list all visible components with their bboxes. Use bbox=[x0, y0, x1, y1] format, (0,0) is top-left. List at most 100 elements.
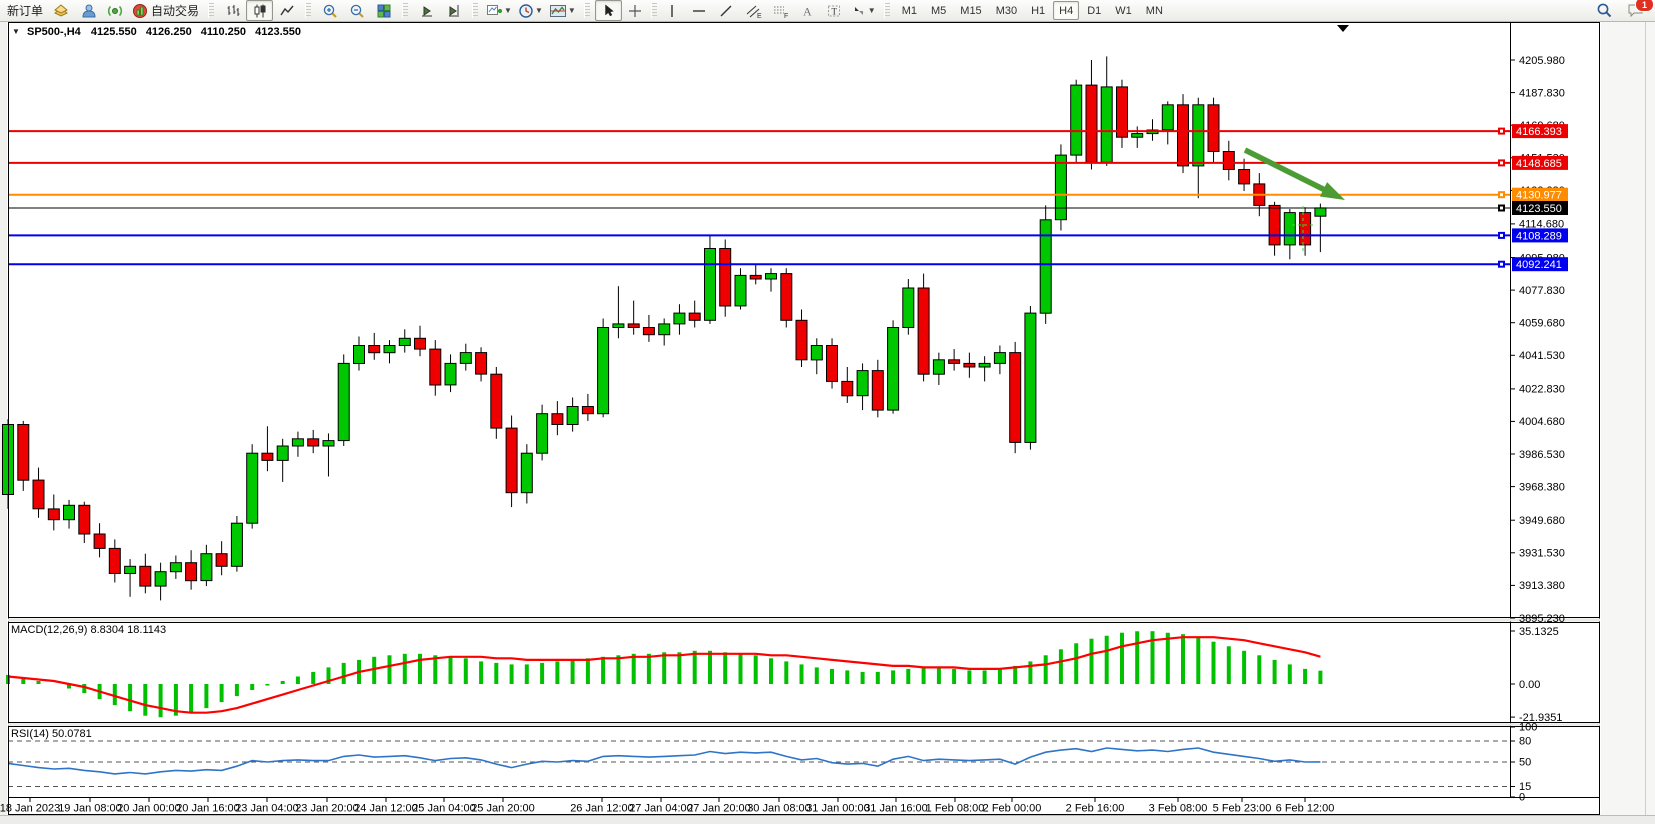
svg-text:25 Jan 20:00: 25 Jan 20:00 bbox=[471, 803, 535, 815]
horizontal-line-button[interactable] bbox=[686, 0, 713, 21]
chat-button[interactable]: 1 bbox=[1622, 0, 1654, 21]
svg-text:23 Jan 20:00: 23 Jan 20:00 bbox=[295, 803, 359, 815]
crosshair-button[interactable] bbox=[622, 0, 649, 21]
search-button[interactable] bbox=[1591, 0, 1618, 21]
svg-text:35.1325: 35.1325 bbox=[1519, 626, 1559, 638]
svg-text:4187.830: 4187.830 bbox=[1519, 87, 1565, 99]
svg-text:3986.530: 3986.530 bbox=[1519, 449, 1565, 461]
signals-button[interactable] bbox=[101, 0, 128, 21]
svg-text:80: 80 bbox=[1519, 736, 1531, 748]
timeframe-mn[interactable]: MN bbox=[1145, 4, 1163, 17]
svg-text:100: 100 bbox=[1519, 722, 1537, 734]
svg-text:0.00: 0.00 bbox=[1519, 679, 1540, 691]
chart-shift-marker[interactable] bbox=[1337, 25, 1349, 32]
svg-text:20 Jan 16:00: 20 Jan 16:00 bbox=[176, 803, 240, 815]
trendline-icon bbox=[720, 5, 732, 16]
toolbar-grip bbox=[650, 3, 657, 18]
svg-text:3931.530: 3931.530 bbox=[1519, 548, 1565, 560]
zoom-in-button[interactable] bbox=[316, 0, 343, 21]
timeframe-h4[interactable]: H4 bbox=[1053, 1, 1080, 20]
chart-window: 4205.9804187.8304169.6804151.5304133.380… bbox=[0, 22, 1655, 815]
candlestick-chart-button[interactable] bbox=[246, 0, 274, 21]
templates-icon bbox=[549, 4, 566, 17]
add-indicator-button[interactable]: ▼ bbox=[483, 0, 515, 21]
line-chart-icon bbox=[279, 5, 294, 15]
period-clock-button[interactable]: ▼ bbox=[515, 0, 546, 21]
chart-canvas[interactable]: 4205.9804187.8304169.6804151.5304133.380… bbox=[0, 22, 1655, 815]
svg-text:3949.680: 3949.680 bbox=[1519, 515, 1565, 527]
auto-scroll-button[interactable] bbox=[413, 0, 440, 21]
trendline-button[interactable] bbox=[713, 0, 740, 21]
toolbar-grip bbox=[402, 3, 409, 18]
new-order-button[interactable]: 新订单 bbox=[3, 0, 47, 21]
arrows-icon bbox=[854, 6, 863, 15]
vertical-line-button[interactable] bbox=[659, 0, 686, 21]
svg-text:18 Jan 2023: 18 Jan 2023 bbox=[0, 803, 60, 815]
zoom-in-icon bbox=[323, 4, 337, 18]
svg-text:26 Jan 12:00: 26 Jan 12:00 bbox=[570, 803, 634, 815]
text-button[interactable]: A bbox=[794, 0, 821, 21]
timeframe-h1[interactable]: H1 bbox=[1031, 4, 1046, 17]
chart-shift-button[interactable] bbox=[440, 0, 467, 21]
trend-arrow-annotation[interactable] bbox=[1243, 147, 1345, 200]
svg-text:25 Jan 04:00: 25 Jan 04:00 bbox=[412, 803, 476, 815]
pane-splitters[interactable] bbox=[8, 618, 1600, 726]
svg-text:4148.685: 4148.685 bbox=[1516, 158, 1562, 170]
macd-axis[interactable]: 35.1325 0.00 -21.9351 bbox=[1510, 626, 1562, 724]
timeframe-m15[interactable]: M15 bbox=[960, 4, 982, 17]
macd-histogram bbox=[6, 631, 1323, 718]
toolbar-grip bbox=[208, 3, 215, 18]
tile-windows-icon bbox=[377, 4, 391, 17]
templates-button[interactable]: ▼ bbox=[546, 0, 579, 21]
svg-text:T: T bbox=[832, 6, 838, 16]
right-gutter bbox=[1601, 22, 1655, 815]
svg-text:3 Feb 08:00: 3 Feb 08:00 bbox=[1149, 803, 1208, 815]
ohlc-close: 4123.550 bbox=[255, 26, 301, 38]
svg-text:E: E bbox=[757, 13, 762, 19]
open-account-button[interactable] bbox=[74, 0, 101, 21]
arrows-button[interactable]: ▼ bbox=[848, 0, 879, 21]
timeframe-w1[interactable]: W1 bbox=[1115, 4, 1132, 17]
cursor-button[interactable] bbox=[594, 0, 622, 21]
chart-symbol: SP500-,H4 bbox=[26, 26, 81, 38]
fibonacci-button[interactable]: F bbox=[767, 0, 794, 21]
timeframe-m1[interactable]: M1 bbox=[901, 4, 917, 17]
candle-series bbox=[2, 56, 1327, 601]
bar-chart-button[interactable] bbox=[219, 0, 246, 21]
ohlc-low: 4110.250 bbox=[200, 26, 247, 38]
bar-chart-icon bbox=[227, 4, 240, 16]
chart-title-dropdown-icon[interactable]: ▼ bbox=[12, 27, 20, 36]
line-chart-button[interactable] bbox=[273, 0, 300, 21]
pane-frame bbox=[8, 22, 1600, 815]
crosshair-marker[interactable] bbox=[1292, 206, 1314, 254]
new-order-icon bbox=[53, 3, 68, 17]
tile-windows-button[interactable] bbox=[370, 0, 397, 21]
zoom-out-button[interactable] bbox=[343, 0, 370, 21]
svg-text:3968.380: 3968.380 bbox=[1519, 481, 1565, 493]
macd-indicator-label: MACD(12,26,9) 8.8304 18.1143 bbox=[11, 624, 167, 636]
svg-text:50: 50 bbox=[1519, 757, 1531, 769]
object-group: E F A T ▼ bbox=[592, 0, 882, 21]
text-label-button[interactable]: T bbox=[821, 0, 848, 21]
chart-type-group bbox=[216, 0, 303, 21]
rsi-axis[interactable]: 100 80 50 150 bbox=[1510, 722, 1537, 804]
candlestick-chart-icon bbox=[254, 4, 266, 17]
equidistant-channel-button[interactable]: E bbox=[740, 0, 767, 21]
svg-text:1 Feb 08:00: 1 Feb 08:00 bbox=[926, 803, 985, 815]
svg-text:24 Jan 12:00: 24 Jan 12:00 bbox=[354, 803, 418, 815]
toolbar: 新订单 自动交易 bbox=[0, 0, 1655, 22]
horizontal-line-icon bbox=[693, 9, 706, 12]
timeframe-m30[interactable]: M30 bbox=[995, 4, 1018, 17]
fibonacci-icon: F bbox=[773, 6, 788, 19]
toolbar-grip bbox=[583, 3, 590, 18]
autotrading-button[interactable]: 自动交易 bbox=[128, 0, 203, 21]
rsi-indicator-label: RSI(14) 50.0781 bbox=[11, 728, 92, 740]
new-order-icon-button[interactable] bbox=[47, 0, 74, 21]
svg-text:2 Feb 00:00: 2 Feb 00:00 bbox=[983, 803, 1042, 815]
timeframe-d1[interactable]: D1 bbox=[1087, 4, 1102, 17]
timeframe-m5[interactable]: M5 bbox=[931, 4, 947, 17]
cursor-icon bbox=[605, 3, 615, 16]
svg-text:3895.230: 3895.230 bbox=[1519, 613, 1565, 625]
user-icon bbox=[82, 4, 96, 17]
